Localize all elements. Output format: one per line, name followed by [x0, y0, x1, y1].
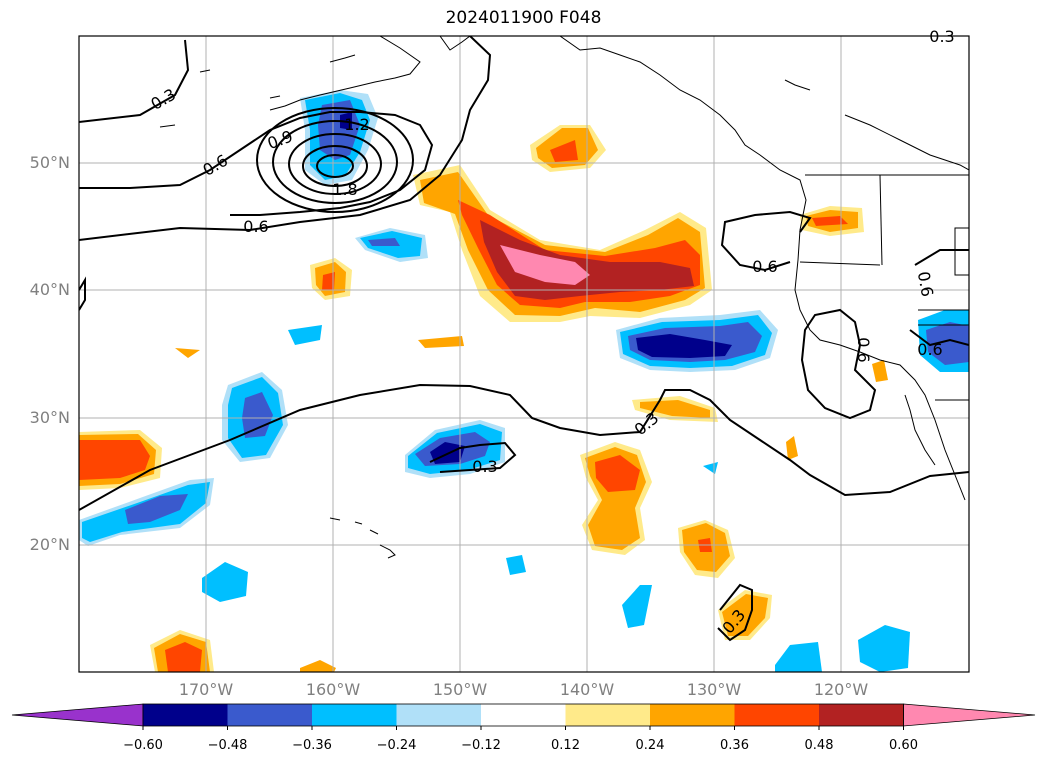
colorbar-segment — [819, 704, 904, 726]
coastlines — [159, 36, 969, 559]
colorbar-segment — [565, 704, 651, 726]
colorbar-tick-label: −0.24 — [376, 738, 417, 753]
map-title: 2024011900 F048 — [445, 8, 602, 28]
colorbar — [11, 703, 1036, 730]
colorbar-min-arrow — [11, 703, 144, 727]
colorbar-tick-label: 0.48 — [804, 738, 834, 753]
colorbar-tick-label: −0.36 — [292, 738, 332, 753]
lon-label: 140°W — [559, 680, 615, 699]
colorbar-tick-label: 0.24 — [635, 738, 665, 753]
contour-label: 0.6 — [917, 340, 942, 359]
colorbar-tick-label: 0.36 — [720, 738, 749, 753]
colorbar-segment — [481, 704, 566, 726]
lat-label: 50°N — [29, 153, 70, 172]
colorbar-tick-label: −0.48 — [207, 738, 248, 753]
colorbar-frame — [142, 703, 904, 727]
colorbar-segment — [143, 704, 228, 726]
map-frame — [78, 35, 970, 673]
lon-label: 120°W — [813, 680, 869, 699]
colorbar-tick-label: 0.12 — [551, 738, 580, 753]
contour-label: 1.2 — [344, 115, 369, 134]
contour-label: 0.6 — [752, 257, 777, 276]
colorbar-tick-label: −0.60 — [123, 738, 163, 753]
colorbar-segment — [227, 704, 313, 726]
contour-label: 0.3 — [472, 457, 497, 476]
colorbar-segment — [650, 704, 735, 726]
contour-label: 0.3 — [929, 27, 954, 46]
lon-label: 150°W — [432, 680, 488, 699]
graticule — [79, 36, 969, 672]
lat-label: 30°N — [29, 408, 70, 427]
colorbar-segment — [396, 704, 482, 726]
line-contours — [79, 36, 969, 642]
lon-label: 130°W — [686, 680, 742, 699]
contour-label: 0.3 — [147, 85, 179, 114]
contour-label: 0.6 — [914, 270, 937, 298]
map-panel — [79, 36, 969, 672]
lat-label: 20°N — [29, 535, 70, 554]
colorbar-tick-label: 0.60 — [889, 738, 918, 753]
colorbar-max-arrow — [903, 703, 1036, 727]
colorbar-tick-label: −0.12 — [461, 738, 501, 753]
contour-label: 0.6 — [854, 337, 873, 362]
colorbar-segment — [312, 704, 397, 726]
lon-label: 160°W — [305, 680, 361, 699]
lon-label: 170°W — [178, 680, 234, 699]
contour-label: 0.6 — [243, 217, 268, 236]
contour-label: 1.8 — [332, 180, 357, 199]
contour-label: 0.6 — [199, 151, 231, 180]
lat-label: 40°N — [29, 280, 70, 299]
contour-labels: 0.30.60.91.21.80.60.60.60.60.30.30.30.30… — [147, 27, 954, 637]
colorbar-segment — [734, 704, 820, 726]
